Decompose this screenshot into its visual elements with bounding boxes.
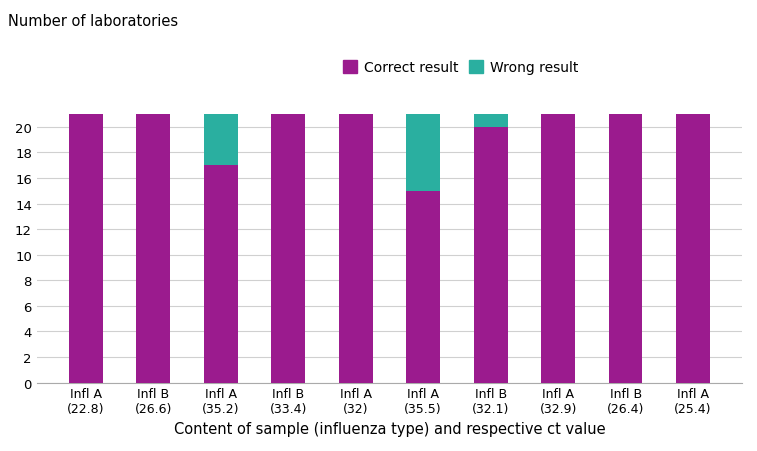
Bar	[541, 115, 575, 383]
Bar	[69, 115, 103, 383]
Bar	[271, 115, 305, 383]
Bar	[339, 115, 372, 383]
Bar	[407, 191, 440, 383]
Bar	[204, 166, 238, 383]
Bar	[676, 115, 710, 383]
Bar	[407, 115, 440, 191]
Bar	[204, 115, 238, 166]
Bar	[474, 115, 507, 128]
Bar	[474, 128, 507, 383]
X-axis label: Content of sample (influenza type) and respective ct value: Content of sample (influenza type) and r…	[173, 421, 606, 436]
Bar	[609, 115, 643, 383]
Legend: Correct result, Wrong result: Correct result, Wrong result	[340, 59, 581, 78]
Text: Number of laboratories: Number of laboratories	[8, 14, 178, 28]
Bar	[136, 115, 170, 383]
